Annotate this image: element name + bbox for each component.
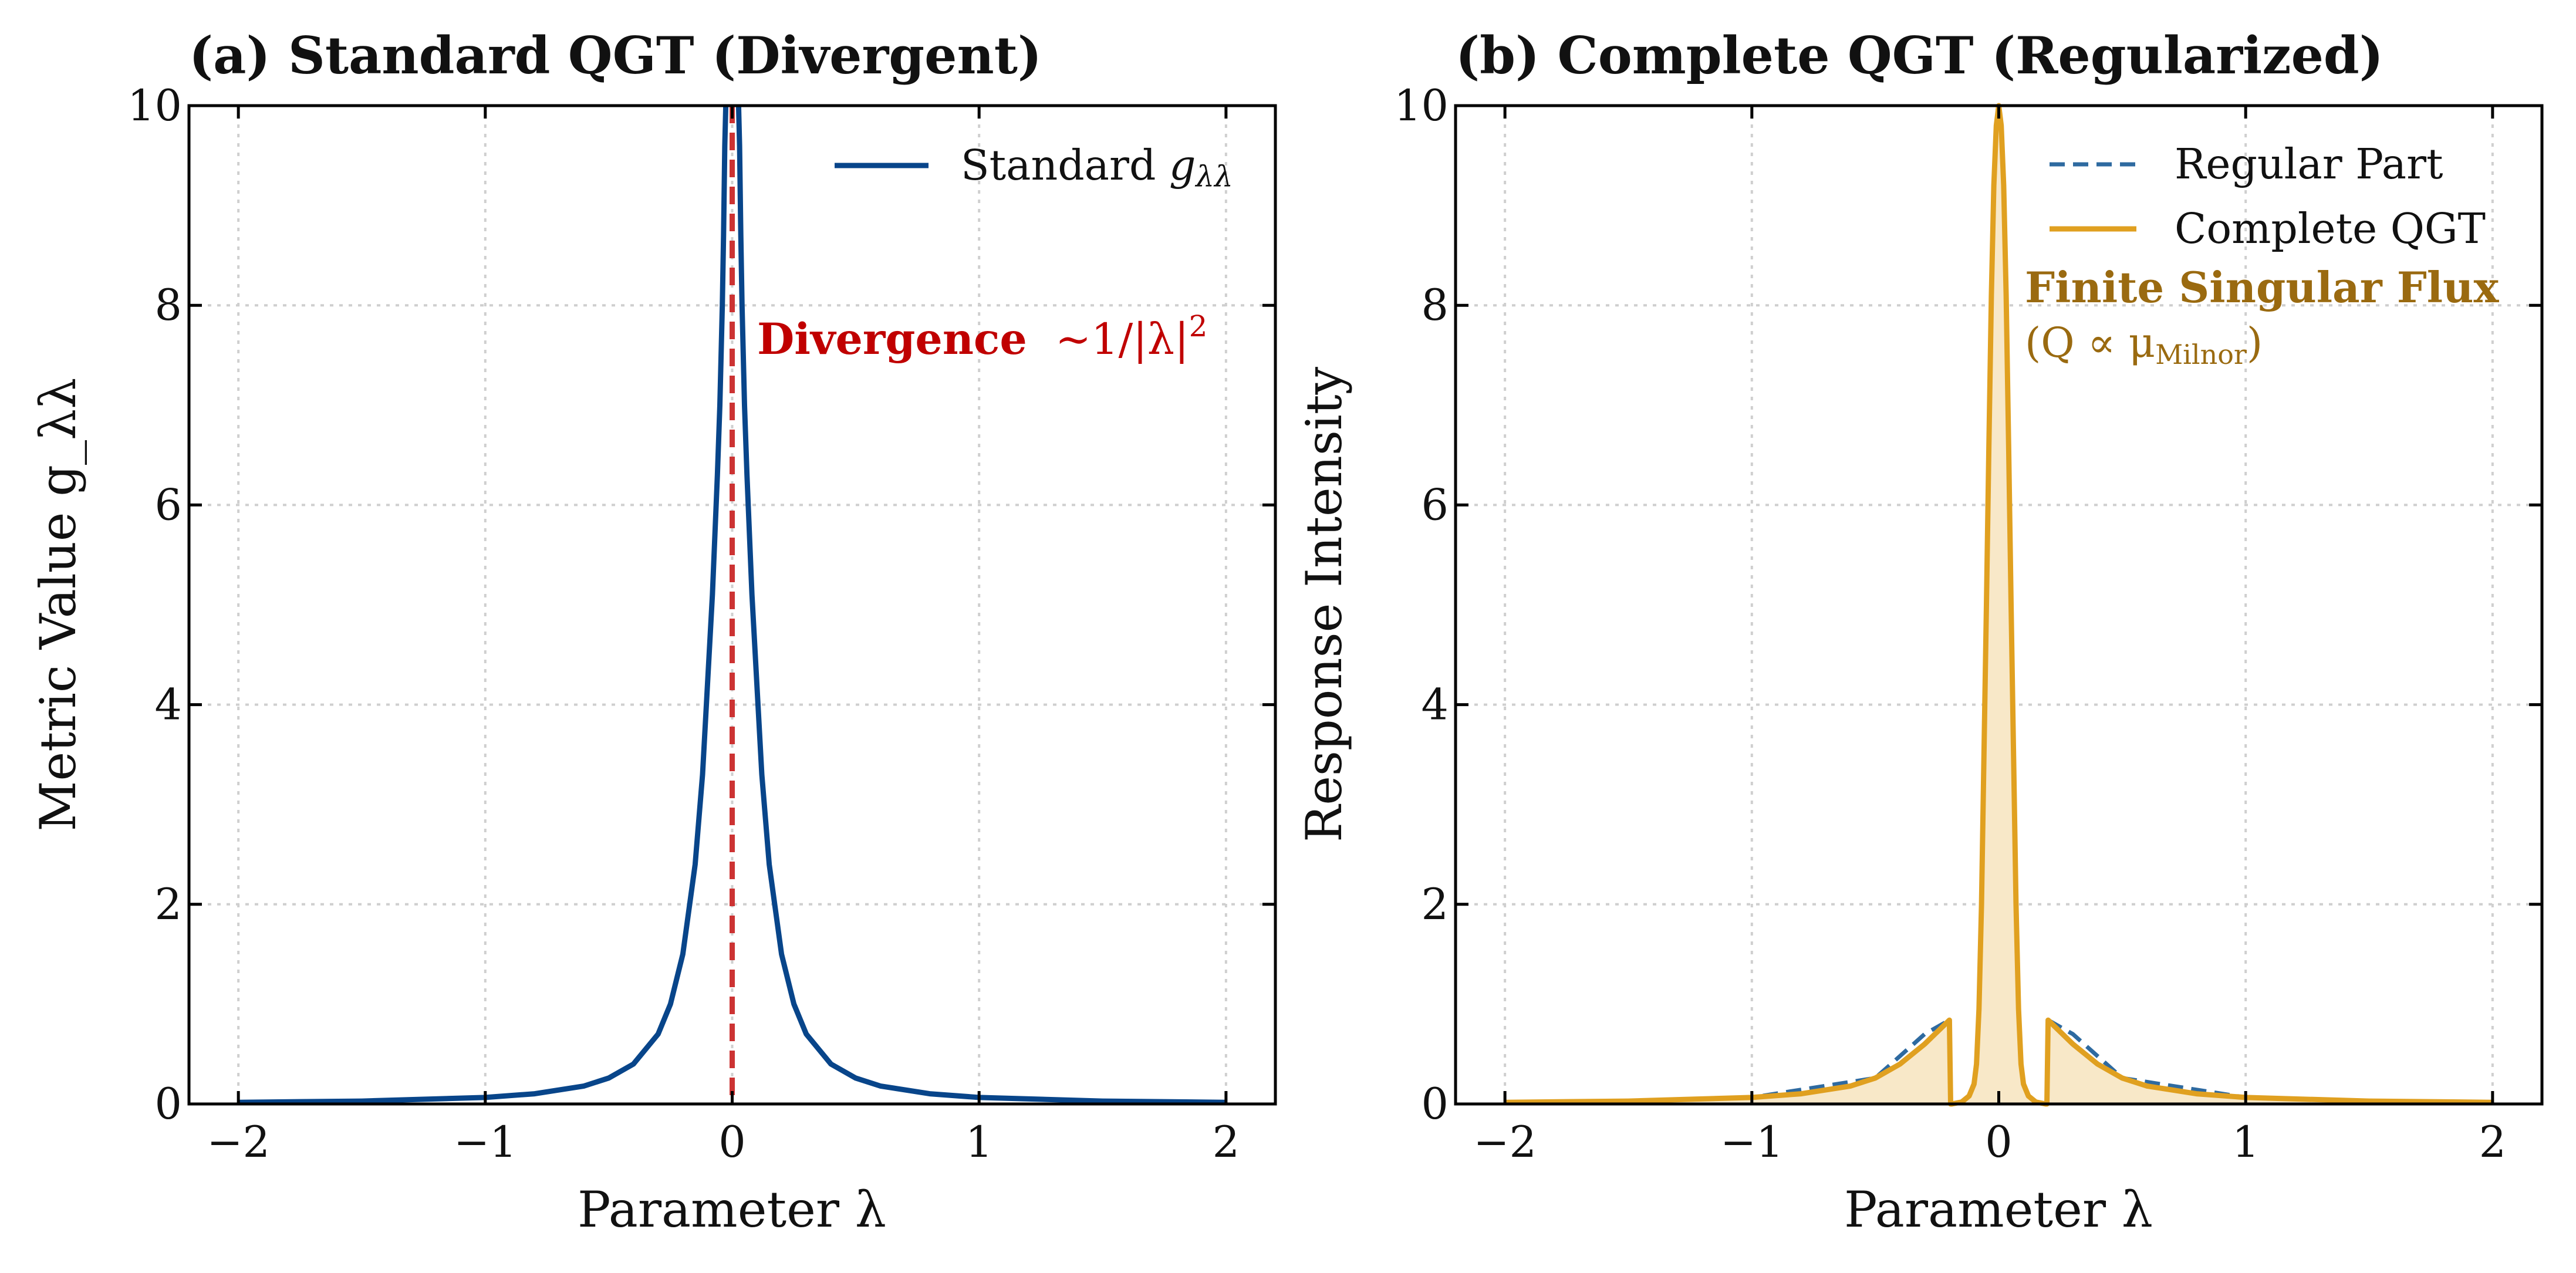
panel-b-legend-label-regular: Regular Part <box>2175 140 2443 188</box>
panel-b-xlabel: Parameter λ <box>1844 1181 2153 1238</box>
panel-a-series-standard-line <box>238 105 1226 1105</box>
panel-a-xtick-label-4: 2 <box>1213 1117 1240 1167</box>
panel-b-xtick-label-3: 1 <box>2232 1117 2259 1167</box>
panel-a-ytick-label-4: 8 <box>155 281 182 330</box>
panel-b-ylabel: Response Intensity <box>1295 366 1353 842</box>
panel-b-legend: Regular Part Complete QGT <box>2050 140 2486 253</box>
panel-b: −2 −1 0 1 2 0 2 4 6 8 10 (b) Complete QGT (Regular… <box>1295 25 2544 1238</box>
panel-b-ytick-label-1: 2 <box>1422 880 1449 930</box>
panel-a-xtick-label-0: −2 <box>207 1117 270 1167</box>
panel-a-annotation-formula: ∼1/|λ|2 <box>1055 309 1207 364</box>
panel-b-ytick-label-5: 10 <box>1394 81 1449 131</box>
panel-a-annotation-formula-sup: 2 <box>1189 309 1208 343</box>
panel-a: −2 −1 0 1 2 0 2 4 6 8 10 (a) Standard QGT (Diverge… <box>29 25 1277 1238</box>
panel-a-legend-label-standard: Standard gλλ <box>961 141 1233 194</box>
panel-b-xtick-label-4: 2 <box>2479 1117 2506 1167</box>
panel-b-annotation-formula-sub: Milnor <box>2155 339 2247 370</box>
panel-a-ytick-label-5: 10 <box>127 81 182 131</box>
panel-b-annotation: Finite Singular Flux (Q ∝ μMilnor) <box>2025 262 2500 370</box>
panel-b-ytick-label-2: 4 <box>1422 680 1449 730</box>
panel-a-ytick-label-1: 2 <box>155 880 182 930</box>
panel-a-legend-label-math: g <box>1169 141 1196 190</box>
panel-b-annotation-text: Finite Singular Flux <box>2025 262 2500 312</box>
panel-a-ticks: −2 −1 0 1 2 0 2 4 6 8 10 <box>127 81 1275 1167</box>
panel-a-xtick-label-2: 0 <box>718 1117 745 1167</box>
panel-b-xtick-label-2: 0 <box>1985 1117 2012 1167</box>
panel-a-annotation-text: Divergence <box>757 314 1027 364</box>
panel-b-annotation-formula-end: ) <box>2247 319 2263 367</box>
panel-b-ytick-label-4: 8 <box>1422 281 1449 330</box>
panel-a-xlabel: Parameter λ <box>578 1181 886 1238</box>
panel-a-legend-label-text: Standard <box>961 141 1169 190</box>
panel-b-legend-label-complete: Complete QGT <box>2175 204 2486 253</box>
panel-b-ticks: −2 −1 0 1 2 0 2 4 6 8 10 <box>1394 81 2542 1167</box>
panel-a-annotation: Divergence ∼1/|λ|2 <box>757 309 1207 364</box>
panel-a-title: (a) Standard QGT (Divergent) <box>189 25 1042 86</box>
panel-b-title: (b) Complete QGT (Regularized) <box>1456 25 2383 86</box>
panel-a-legend-label-sub: λλ <box>1194 160 1233 194</box>
panel-a-xtick-label-1: −1 <box>454 1117 517 1167</box>
panel-a-ytick-label-0: 0 <box>155 1079 182 1129</box>
panel-a-legend: Standard gλλ <box>835 141 1233 194</box>
panel-b-series-complete-fill <box>1505 106 2493 1104</box>
panel-b-annotation-formula-main: (Q ∝ μ <box>2025 319 2155 367</box>
panel-a-annotation-formula-main: ∼1/|λ| <box>1055 315 1189 364</box>
panel-a-ylabel: Metric Value g_λλ <box>29 378 87 832</box>
panel-b-xtick-label-1: −1 <box>1720 1117 1784 1167</box>
panel-b-xtick-label-0: −2 <box>1473 1117 1537 1167</box>
panel-b-ytick-label-0: 0 <box>1422 1079 1449 1129</box>
panel-b-ytick-label-3: 6 <box>1422 480 1449 530</box>
panel-a-xtick-label-3: 1 <box>965 1117 992 1167</box>
panel-a-ytick-label-3: 6 <box>155 480 182 530</box>
panel-a-ytick-label-2: 4 <box>155 680 182 730</box>
panel-b-annotation-formula: (Q ∝ μMilnor) <box>2025 319 2263 370</box>
